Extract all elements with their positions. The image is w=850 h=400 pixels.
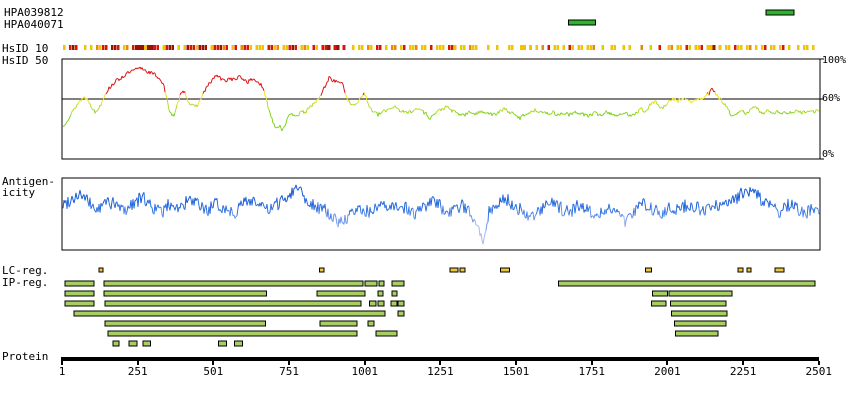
yaxis-label-0pct: 0%: [822, 149, 835, 160]
protein-axis-tick-label: 501: [203, 365, 224, 378]
ip-regions-track: [64, 280, 816, 347]
protein-axis-tick-label: 2501: [805, 365, 833, 378]
track-label-hsid50: HsID 50: [2, 54, 49, 67]
protein-axis-tick-label: 1501: [502, 365, 530, 378]
track-label-protein: Protein: [2, 350, 49, 363]
protein-axis-tick-label: 1251: [427, 365, 454, 378]
antigenicity-curve: [62, 184, 820, 245]
antigen-id-label-1: HPA039812: [4, 6, 64, 19]
antigen-bars-track: [567, 9, 795, 26]
track-label-antigenicity-2: icity: [2, 186, 36, 199]
antigen-id-label-2: HPA040071: [4, 18, 64, 31]
protein-axis-tick-label: 1: [58, 365, 66, 378]
hsid50-curve: [62, 66, 820, 132]
protein-axis-tick-label: 2001: [654, 365, 681, 378]
protein-axis: [61, 357, 820, 365]
protein-axis-tick-label: 1751: [578, 365, 606, 378]
protein-axis-tick-label: 251: [127, 365, 148, 378]
antigenicity-plot-box: [61, 177, 821, 251]
protein-axis-tick-label: 751: [279, 365, 299, 378]
lc-regions-track: [98, 267, 785, 273]
protein-axis-tick-label: 2251: [729, 365, 757, 378]
track-label-lc-reg: LC-reg.: [2, 264, 49, 277]
protein-axis-tick-label: 1001: [351, 365, 378, 378]
track-label-ip-reg: IP-reg.: [2, 276, 49, 289]
yaxis-label-60pct: 60%: [822, 93, 841, 104]
track-label-antigenicity-1: Antigen-: [2, 175, 55, 188]
yaxis-label-100pct: 100%: [822, 55, 847, 66]
track-label-hsid10: HsID 10: [2, 42, 49, 55]
hsid10-heat-strip: [63, 45, 815, 50]
